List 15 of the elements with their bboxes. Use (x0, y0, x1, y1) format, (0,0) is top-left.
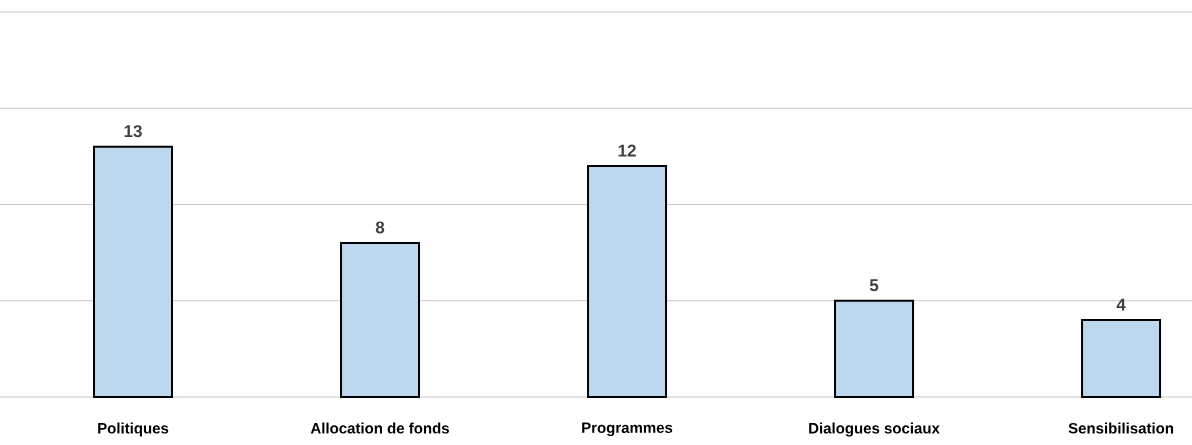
data-label: 8 (375, 221, 385, 234)
x-tick-label: Dialogues sociaux (809, 422, 940, 437)
data-label: 12 (618, 144, 636, 157)
bar (1081, 319, 1162, 398)
x-tick-label: Sensibilisation (1068, 422, 1174, 434)
bar (93, 145, 174, 398)
bar (587, 165, 668, 398)
data-label: 13 (124, 125, 142, 138)
bar (340, 242, 421, 398)
data-label: 5 (869, 279, 879, 292)
bar (834, 299, 915, 398)
x-tick-label: Politiques (98, 422, 169, 437)
data-label: 4 (1116, 298, 1126, 311)
x-tick-label: Allocation de fonds (310, 422, 449, 434)
x-tick-label: Programmes (582, 422, 673, 437)
